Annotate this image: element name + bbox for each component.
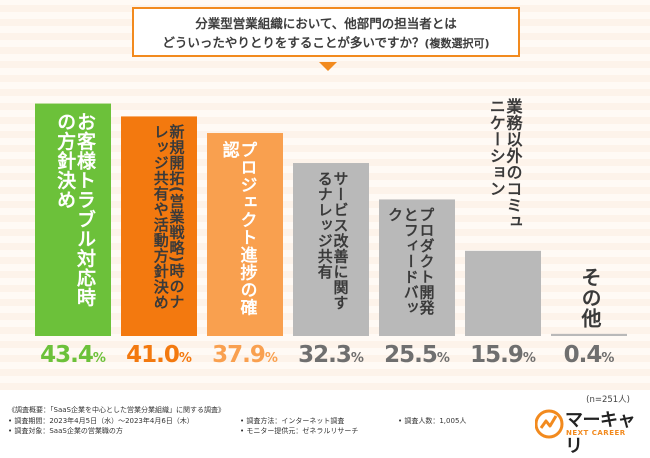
value-unit-5: % <box>436 351 450 366</box>
footer-row-2: • 調査対象：SaaS企業の営業職の方 • モニター提供元：ゼネラルリサーチ <box>8 426 508 437</box>
survey-count: • 調査人数：1,005人 <box>398 416 467 425</box>
value-unit-2: % <box>178 351 192 366</box>
value-unit-3: % <box>264 351 278 366</box>
survey-summary: 《調査概要：「SaaS企業を中心とした営業分業組織」に関する調査》 <box>8 406 225 414</box>
title-pointer-arrow <box>319 62 337 71</box>
survey-provider: • モニター提供元：ゼネラルリサーチ <box>240 427 359 435</box>
survey-target: • 調査対象：SaaS企業の営業職の方 <box>8 427 123 435</box>
value-number-6: 15.9 <box>470 342 524 368</box>
survey-method: • 調査方法：インターネット調査 <box>240 416 345 425</box>
value-unit-6: % <box>522 351 536 366</box>
title-line-2: どういったやりとりをすることが多いですか？(複数選択可) <box>134 33 518 53</box>
brand-logo: マーキャリ NEXT CAREER <box>535 404 645 457</box>
logo-sub-text: NEXT CAREER <box>566 429 626 437</box>
title-line-2-text: どういったやりとりをすることが多いですか？ <box>162 35 425 50</box>
value-number-5: 25.5 <box>384 342 438 368</box>
value-label-4: 32.3% <box>291 342 371 368</box>
value-number-7: 0.4 <box>563 342 603 368</box>
bar-7 <box>551 333 627 336</box>
value-label-6: 15.9% <box>463 342 543 368</box>
category-label-5: プロダクト開発とフィードバック <box>386 207 436 316</box>
category-label-7: その他 <box>578 266 602 329</box>
bar-3 <box>207 133 283 336</box>
value-unit-7: % <box>601 351 615 366</box>
value-label-5: 25.5% <box>377 342 457 368</box>
category-label-1: お客様トラブル対応時の方針決め <box>54 111 96 307</box>
bar-4 <box>293 163 369 336</box>
bar-5 <box>379 199 455 336</box>
category-label-3: プロジェクト進捗の確認 <box>218 141 257 317</box>
value-number-2: 41.0 <box>126 342 180 368</box>
bar-6 <box>465 250 541 336</box>
bar-2 <box>121 116 197 336</box>
category-label-2: 新規開拓(営業戦略)時のナレッジ共有や活動方針決め <box>151 124 186 311</box>
bar-chart <box>35 103 627 337</box>
value-label-7: 0.4% <box>549 342 629 368</box>
value-number-1: 43.4 <box>40 342 94 368</box>
survey-footer: 《調査概要：「SaaS企業を中心とした営業分業組織」に関する調査》 • 調査期間… <box>8 405 508 437</box>
footer-row-1: • 調査期間：2023年4月5日（水）〜2023年4月6日（木） • 調査方法：… <box>8 416 508 427</box>
title-line-1: 分業型営業組織において、他部門の担当者とは <box>195 16 457 31</box>
category-label-6: 業務以外のコミュニケーション <box>486 97 523 230</box>
value-unit-4: % <box>350 351 364 366</box>
category-label-4: サービス改善に関するナレッジ共有 <box>315 171 350 311</box>
title-note: (複数選択可) <box>424 37 490 50</box>
value-label-3: 37.9% <box>205 342 285 368</box>
question-title-box: 分業型営業組織において、他部門の担当者とは どういったやりとりをすることが多いで… <box>132 7 520 57</box>
value-label-1: 43.4% <box>33 342 113 368</box>
bar-1 <box>35 103 111 337</box>
survey-period: • 調査期間：2023年4月5日（水）〜2023年4月6日（木） <box>8 416 194 425</box>
sample-size-note: (n=251人) <box>586 395 630 405</box>
value-number-4: 32.3 <box>298 342 352 368</box>
value-number-3: 37.9 <box>212 342 266 368</box>
value-unit-1: % <box>92 351 106 366</box>
value-label-2: 41.0% <box>119 342 199 368</box>
logo-mark-icon <box>535 409 564 439</box>
